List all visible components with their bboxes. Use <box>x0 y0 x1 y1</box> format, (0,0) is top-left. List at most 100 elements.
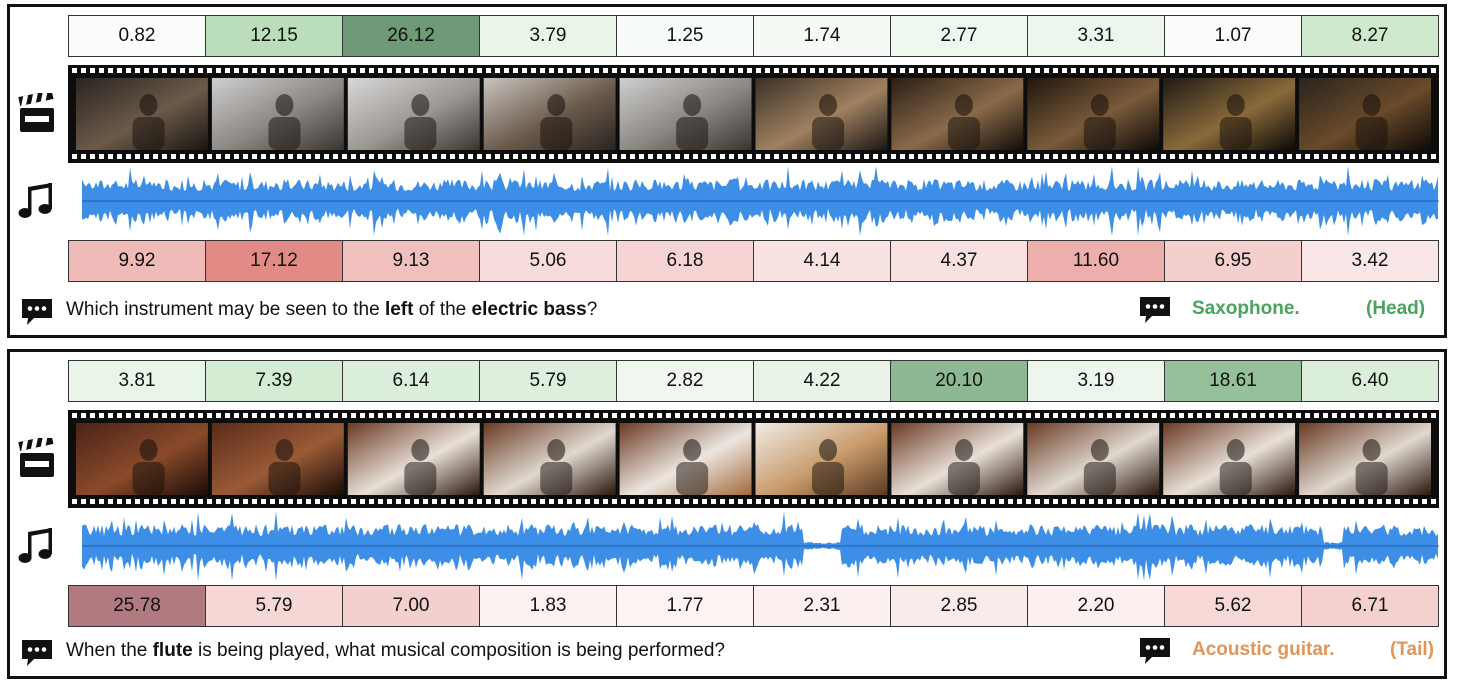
sprocket-hole <box>216 499 221 504</box>
video-frame <box>1027 78 1160 150</box>
sprocket-hole <box>963 154 968 159</box>
sprocket-hole <box>486 68 491 73</box>
sprocket-hole <box>72 154 77 159</box>
sprocket-hole <box>126 499 131 504</box>
sprocket-hole <box>756 499 761 504</box>
sprocket-hole <box>117 413 122 418</box>
sprocket-hole <box>504 499 509 504</box>
video-score-cell: 6.14 <box>342 360 480 402</box>
sprocket-hole <box>1341 413 1346 418</box>
sprocket-hole <box>927 413 932 418</box>
sprocket-hole <box>396 499 401 504</box>
filmstrip-graphic <box>72 68 1436 159</box>
sprocket-hole <box>1080 413 1085 418</box>
sprocket-hole <box>639 154 644 159</box>
sprocket-hole <box>144 154 149 159</box>
sprocket-hole <box>360 68 365 73</box>
sprocket-hole <box>792 68 797 73</box>
sprocket-hole <box>1350 499 1355 504</box>
sprocket-hole <box>711 68 716 73</box>
sprocket-hole <box>306 499 311 504</box>
sprocket-hole <box>99 499 104 504</box>
sprocket-hole <box>477 68 482 73</box>
sprocket-hole <box>1359 154 1364 159</box>
sprocket-hole <box>468 154 473 159</box>
sprocket-hole <box>1404 68 1409 73</box>
sprocket-hole <box>1080 499 1085 504</box>
sprocket-hole <box>117 499 122 504</box>
answer-tag: (Head) <box>1366 298 1426 319</box>
sprocket-hole <box>612 68 617 73</box>
sprocket-hole <box>837 499 842 504</box>
sprocket-hole <box>873 413 878 418</box>
sprocket-hole <box>1314 499 1319 504</box>
video-frame <box>1027 423 1160 495</box>
sprocket-hole <box>567 154 572 159</box>
sprocket-hole <box>1395 499 1400 504</box>
sprocket-hole <box>252 413 257 418</box>
sprocket-hole <box>108 68 113 73</box>
video-score-cell: 1.74 <box>753 15 891 57</box>
video-score-cell: 20.10 <box>890 360 1028 402</box>
sprocket-hole <box>585 154 590 159</box>
sprocket-hole <box>1296 413 1301 418</box>
sprocket-hole <box>360 154 365 159</box>
sprocket-hole <box>1269 68 1274 73</box>
sprocket-hole <box>909 68 914 73</box>
sprocket-hole <box>1170 413 1175 418</box>
sprocket-hole <box>540 68 545 73</box>
sprocket-hole <box>1053 68 1058 73</box>
sprocket-hole <box>1008 413 1013 418</box>
sprocket-hole <box>1008 154 1013 159</box>
sprocket-hole <box>1260 413 1265 418</box>
sprocket-hole <box>549 154 554 159</box>
video-score-cell: 4.22 <box>753 360 891 402</box>
sprocket-hole <box>207 499 212 504</box>
sprocket-hole <box>873 154 878 159</box>
sprocket-hole <box>684 499 689 504</box>
sprocket-hole <box>1395 68 1400 73</box>
sprocket-hole <box>1314 68 1319 73</box>
sprocket-hole <box>621 499 626 504</box>
sprocket-hole <box>1269 154 1274 159</box>
sprocket-hole <box>1143 154 1148 159</box>
sprocket-hole <box>468 413 473 418</box>
sprocket-hole <box>882 499 887 504</box>
sprocket-hole <box>1431 499 1436 504</box>
sprocket-hole <box>243 68 248 73</box>
sprocket-hole <box>387 154 392 159</box>
sprocket-hole <box>1242 499 1247 504</box>
sprocket-hole <box>189 154 194 159</box>
video-frame <box>76 423 208 495</box>
sprocket-hole <box>423 68 428 73</box>
sprocket-hole <box>567 68 572 73</box>
sprocket-hole <box>765 413 770 418</box>
video-score-row: 0.82 12.15 26.12 3.79 1.25 1.74 2.77 3.31 1.07 8.… <box>68 15 1439 57</box>
sprocket-hole <box>504 68 509 73</box>
sprocket-hole <box>1251 499 1256 504</box>
sprocket-hole <box>585 413 590 418</box>
sprocket-hole <box>351 68 356 73</box>
sprocket-hole <box>936 68 941 73</box>
sprocket-hole <box>135 68 140 73</box>
sprocket-hole <box>189 68 194 73</box>
sprocket-hole <box>252 154 257 159</box>
sprocket-hole <box>1404 499 1409 504</box>
sprocket-hole <box>1242 154 1247 159</box>
sprocket-hole <box>873 499 878 504</box>
sprocket-hole <box>1143 413 1148 418</box>
sprocket-hole <box>1296 68 1301 73</box>
sprocket-hole <box>828 68 833 73</box>
sprocket-hole <box>108 154 113 159</box>
sprocket-hole <box>630 154 635 159</box>
sprocket-hole <box>216 413 221 418</box>
sprocket-hole <box>999 154 1004 159</box>
sprocket-hole <box>1224 68 1229 73</box>
sprocket-hole <box>630 413 635 418</box>
sprocket-hole <box>909 154 914 159</box>
sprocket-hole <box>1242 413 1247 418</box>
sprocket-hole <box>612 499 617 504</box>
sprocket-hole <box>1215 68 1220 73</box>
sprocket-hole <box>648 68 653 73</box>
sprocket-hole <box>234 68 239 73</box>
